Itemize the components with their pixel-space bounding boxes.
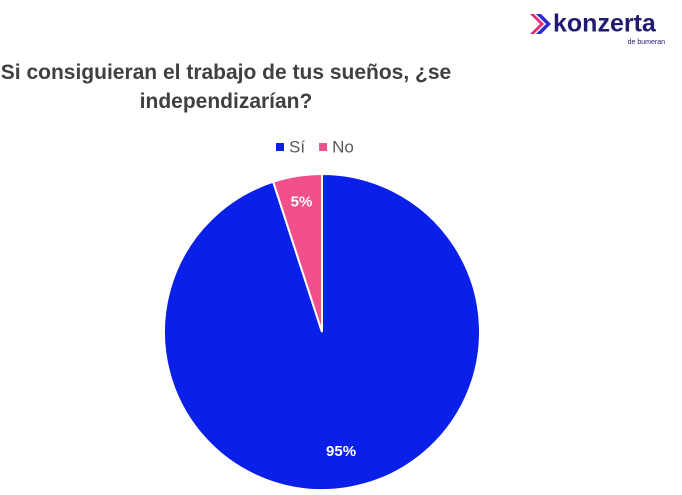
chart-title: Si consiguieran el trabajo de tus sueños… bbox=[0, 61, 452, 113]
legend-label: No bbox=[332, 137, 354, 156]
logo-tagline: de bumeran bbox=[628, 39, 665, 46]
data-label: 5% bbox=[291, 193, 313, 210]
logo-name: konzerta bbox=[553, 10, 657, 38]
data-label: 95% bbox=[326, 443, 356, 460]
legend-marker bbox=[319, 143, 328, 151]
legend-label: Sí bbox=[289, 137, 305, 156]
logo-icon bbox=[530, 14, 544, 34]
pie-slice bbox=[271, 172, 323, 333]
legend-marker bbox=[276, 143, 284, 151]
logo-icon bbox=[536, 14, 551, 34]
